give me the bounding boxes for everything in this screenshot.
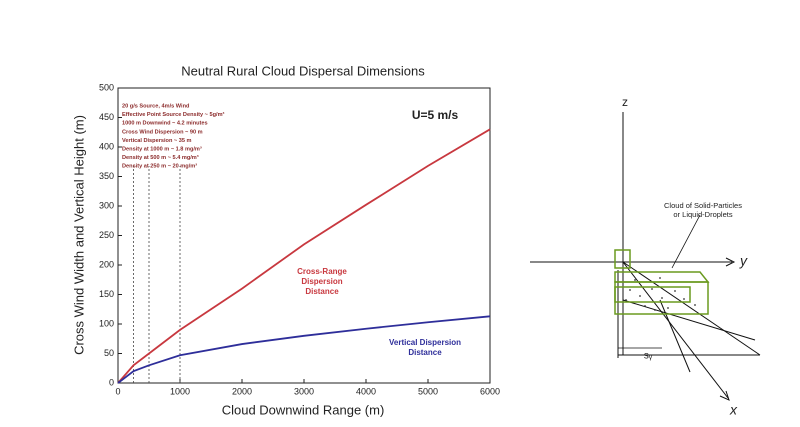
y-tick-label: 200 [99, 259, 114, 269]
cloud-label: or Liquid-Droplets [673, 210, 732, 219]
y-axis-label: Cross Wind Width and Vertical Height (m) [71, 115, 86, 355]
plume-edge [622, 299, 756, 341]
series-line [117, 128, 491, 384]
y-tick-label: 450 [99, 112, 114, 122]
y-tick-label: 500 [99, 82, 114, 92]
x-tick-label: 4000 [356, 386, 376, 396]
chart-title: Neutral Rural Cloud Dispersal Dimensions [181, 63, 425, 78]
arrow [725, 257, 736, 267]
series-line [117, 315, 491, 384]
source-box [614, 249, 631, 269]
series-label: Vertical Dispersion Distance [389, 338, 461, 357]
y-tick-label: 400 [99, 141, 114, 151]
series-label: Cross-Range Dispersion Distance [297, 267, 347, 296]
x-tick-label: 1000 [170, 386, 190, 396]
speed-label: U=5 m/s [412, 108, 459, 122]
plume-edge [659, 299, 691, 373]
annotation: 20 g/s Source, 4m/s Wind [122, 103, 190, 109]
x-tick-label: 3000 [294, 386, 314, 396]
y-label: y [739, 253, 748, 269]
y-tick-label: 0 [109, 377, 114, 387]
cloud-label: Cloud of Solid-Particles [664, 201, 742, 210]
x-tick-label: 0 [115, 386, 120, 396]
x-axis [622, 261, 729, 399]
annotation: 1000 m Downwind ~ 4.2 minutes [122, 121, 208, 127]
x-tick-label: 5000 [418, 386, 438, 396]
plume-edge [622, 261, 761, 356]
annotation: Density at 1000 m ~ 1.8 mg/m³ [122, 145, 202, 152]
y-tick-label: 300 [99, 200, 114, 210]
y-tick-label: 250 [99, 230, 114, 240]
x-label: x [729, 402, 738, 418]
annotation: Effective Point Source Density ~ 5g/m³ [122, 111, 225, 118]
pointer [671, 214, 701, 269]
annotation: Density at 250 m ~ 20 mg/m³ [122, 163, 197, 170]
x-axis-label: Cloud Downwind Range (m) [222, 402, 385, 417]
arrow [719, 390, 730, 401]
y-tick-label: 100 [99, 318, 114, 328]
annotation: Density at 500 m ~ 5.4 mg/m³ [122, 154, 199, 161]
y-tick-label: 150 [99, 289, 114, 299]
annotation: Cross Wind Dispersion ~ 90 m [122, 129, 203, 135]
cloud-top [614, 271, 710, 283]
z-label: z [622, 95, 628, 109]
width-label: sᵧ [644, 351, 653, 362]
x-tick-label: 2000 [232, 386, 252, 396]
annotation: Vertical Dispersion ~ 35 m [122, 138, 192, 144]
diagram: z y x Cloud of Solid-Particles or Liquid… [530, 95, 761, 418]
x-tick-label: 6000 [480, 386, 500, 396]
y-tick-label: 50 [104, 348, 114, 358]
cloud-core [614, 286, 691, 303]
y-tick-label: 350 [99, 171, 114, 181]
